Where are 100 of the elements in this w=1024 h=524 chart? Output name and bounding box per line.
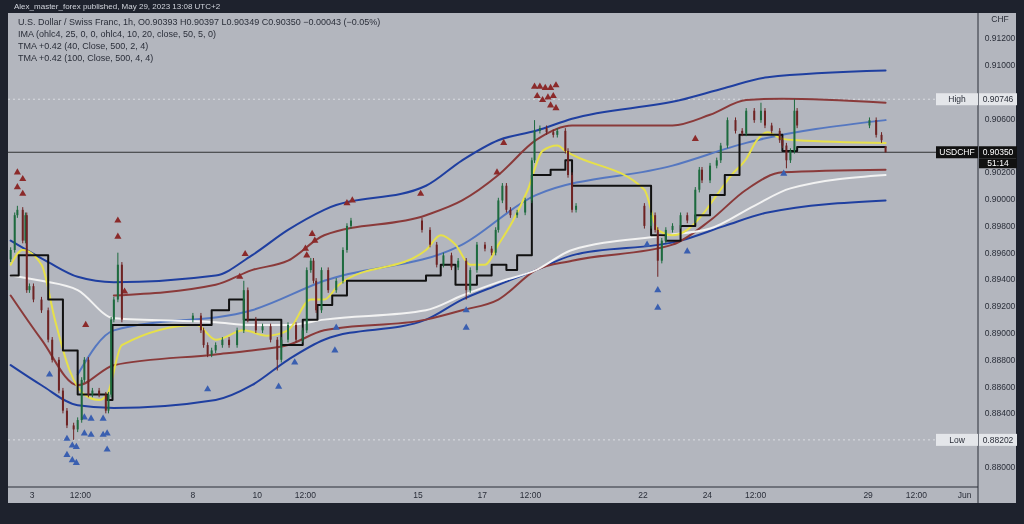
x-tick-label: 29 [863,490,874,500]
candlestick [701,166,704,184]
point [99,430,107,437]
text: Alex_master_forex published, May 29, 2023 13:08 UTC+2 [14,2,221,11]
point [103,445,111,452]
x-tick-label: 3 [29,490,35,500]
point [530,82,539,89]
y-tick-label: 0.89000 [984,328,1016,339]
point [114,216,122,223]
point [780,169,788,176]
candlestick [643,202,646,230]
x-tick-label: 17 [477,490,488,500]
point [643,240,651,247]
annotation: 0.88202 [982,434,1014,445]
candlestick [469,266,472,294]
point [536,82,544,89]
x-tick-label: 10 [252,490,263,500]
y-tick-label: 0.90000 [984,194,1016,205]
point [19,174,27,182]
candlestick [785,142,788,169]
candlestick [61,387,64,414]
point [87,430,95,437]
point [549,91,557,99]
point [87,414,95,421]
candlestick [501,182,504,204]
point [311,236,319,243]
point [691,134,699,141]
candlestick [575,202,578,214]
y-tick-label: 0.88000 [984,461,1016,472]
point [547,83,555,91]
point [236,272,244,279]
text: 51:14 [987,158,1009,169]
line-series [9,199,887,409]
y-tick-label: 0.89200 [984,301,1016,312]
text: U.S. Dollar / Swiss Franc, 1h, O0.90393 H0.90397 L0.90349 C0.90350 −0.00043 (−0.05%) [18,17,381,27]
candlestick [32,282,35,303]
point [654,286,662,293]
point [99,414,107,421]
candlestick [660,237,663,264]
candlestick [236,327,239,349]
candlestick [759,102,762,124]
line-series [9,168,887,387]
y-tick-label: 0.89600 [984,247,1016,258]
candlestick [796,107,799,129]
candlestick [420,217,423,234]
candlestick [875,116,878,139]
point [68,456,76,463]
candlestick [98,387,101,398]
y-tick-label: 0.89800 [984,220,1016,231]
candlestick [51,336,54,363]
candlestick [295,321,298,343]
candlestick [228,336,231,349]
point [241,249,249,257]
point [19,189,27,196]
point [462,323,470,330]
line-series [76,119,887,376]
point [63,450,71,457]
y-tick-label: 0.88600 [984,381,1016,392]
candlestick [349,217,352,230]
x-tick-label: 24 [702,490,713,500]
x-tick-label: 8 [190,490,196,500]
ref-line-label: Low [949,434,966,445]
x-tick-label: 15 [413,490,423,500]
point [654,303,662,310]
candlestick [104,391,107,414]
x-tick-label: 12:00 [744,490,767,500]
x-tick-label: 12:00 [905,490,928,500]
point [63,434,71,441]
line-series [112,97,887,297]
ref-line-label: High [948,94,967,105]
point [82,320,90,328]
point [462,306,470,313]
candlestick [429,226,432,248]
annotation: 0.90746 [982,94,1014,105]
candlestick [538,124,541,135]
point [541,83,549,91]
y-tick-label: 0.91000 [984,60,1016,71]
candlestick [698,166,701,193]
y-tick-label: 0.89400 [984,274,1016,285]
candlestick [435,241,438,268]
point [13,182,21,190]
point [539,95,547,103]
candlestick [269,323,272,343]
ref-line-label: USDCHF [939,147,975,158]
candlestick [719,142,722,164]
y-tick-label: 0.88400 [984,408,1016,419]
point [114,232,122,239]
point [500,138,508,145]
point [275,382,283,389]
candlestick [276,336,279,372]
candlestick [483,241,486,252]
x-tick-label: Jun [957,490,972,500]
x-tick-label: 12:00 [519,490,542,500]
point [72,442,80,449]
candlestick [287,321,290,343]
point [533,91,541,99]
point [343,199,351,206]
annotation: TMA +0.42 (40, Close, 500, 2, 4) [18,41,149,51]
candlestick [763,107,766,129]
y-tick-label: 0.91200 [984,33,1016,44]
